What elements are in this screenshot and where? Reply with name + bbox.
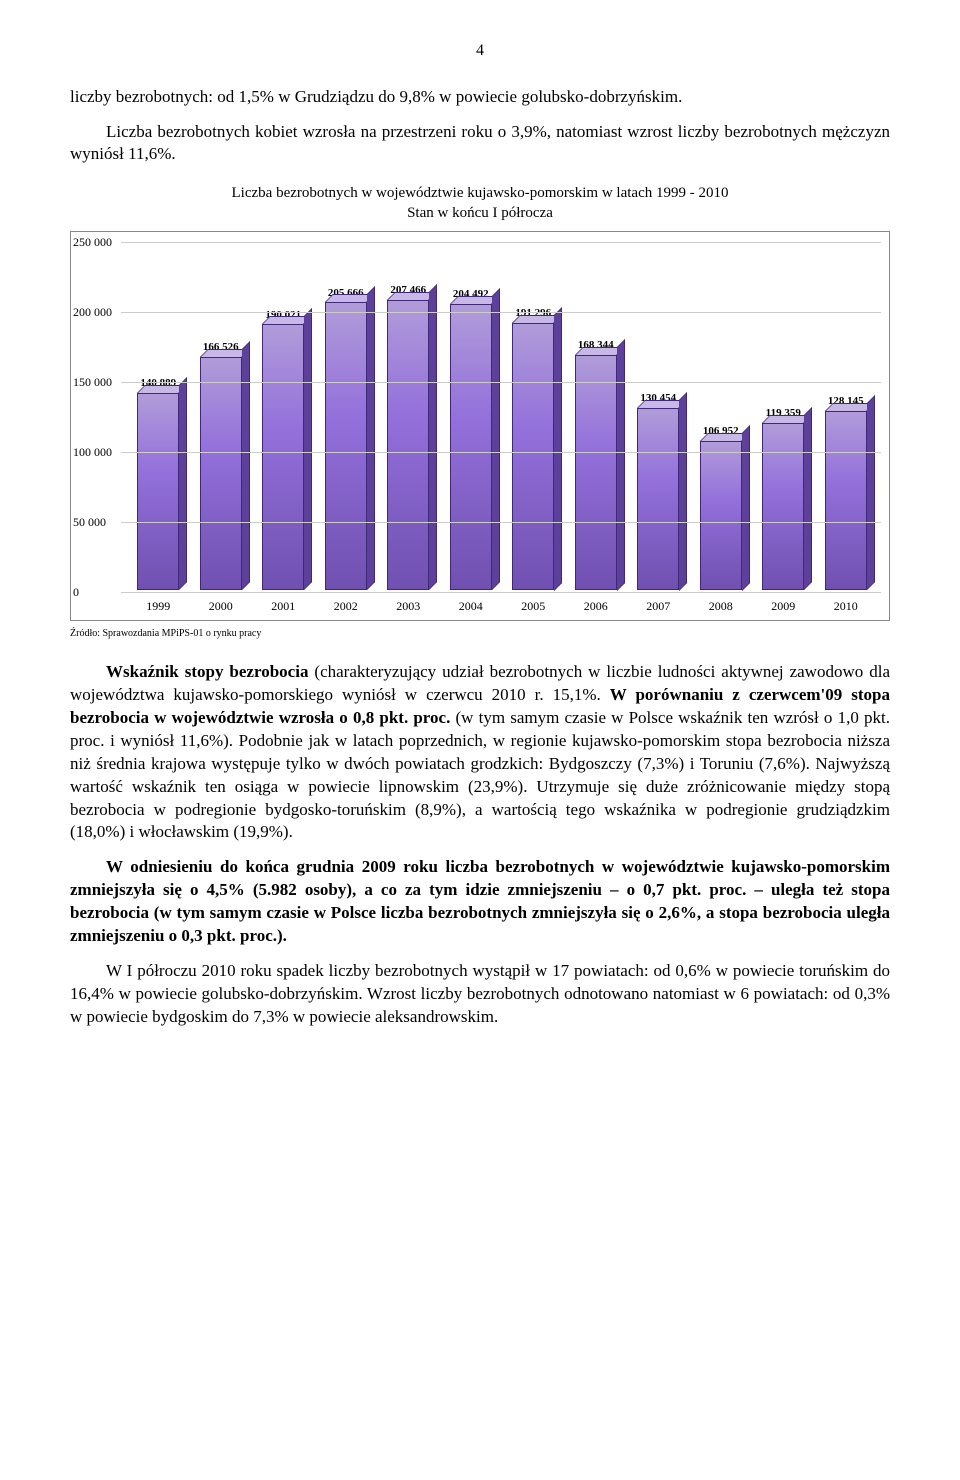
bar: [762, 423, 804, 590]
x-axis-label: 2005: [502, 598, 564, 614]
bar: [450, 304, 492, 590]
bar-column: 119 359: [752, 406, 814, 590]
x-axis-label: 2004: [440, 598, 502, 614]
gridline: [121, 522, 881, 523]
gridline: [121, 452, 881, 453]
bar: [637, 408, 679, 591]
body-paragraph-5: W I półroczu 2010 roku spadek liczby bez…: [70, 960, 890, 1029]
body-paragraph-4: W odniesieniu do końca grudnia 2009 roku…: [70, 856, 890, 948]
bar: [387, 300, 429, 590]
gridline: [121, 242, 881, 243]
bar-column: 130 454: [627, 391, 689, 590]
chart-area: 140 889166 526190 021205 666207 466204 4…: [70, 231, 890, 621]
bar: [200, 357, 242, 590]
body-p3-bold1: Wskaźnik stopy bezrobocia: [106, 662, 308, 681]
bar: [325, 302, 367, 590]
chart-title: Liczba bezrobotnych w województwie kujaw…: [70, 184, 890, 223]
page-number: 4: [70, 40, 890, 62]
x-axis-label: 2007: [627, 598, 689, 614]
x-axis-label: 2010: [815, 598, 877, 614]
chart-title-line1: Liczba bezrobotnych w województwie kujaw…: [232, 185, 729, 201]
bar-column: 205 666: [315, 286, 377, 591]
x-axis-label: 2008: [690, 598, 752, 614]
gridline: [121, 312, 881, 313]
chart-source: Źródło: Sprawozdania MPiPS-01 o rynku pr…: [70, 627, 890, 641]
y-axis-label: 200 000: [73, 304, 112, 320]
bar-column: 207 466: [377, 283, 439, 590]
bar-column: 128 145: [815, 394, 877, 590]
bar: [575, 355, 617, 591]
y-axis-label: 0: [73, 584, 79, 600]
y-axis-label: 150 000: [73, 374, 112, 390]
y-axis-label: 100 000: [73, 444, 112, 460]
unemployment-chart: Liczba bezrobotnych w województwie kujaw…: [70, 184, 890, 621]
chart-title-line2: Stan w końcu I półrocza: [407, 205, 553, 221]
x-axis-label: 2000: [190, 598, 252, 614]
bar: [700, 441, 742, 591]
intro-paragraph-1: liczby bezrobotnych: od 1,5% w Grudziądz…: [70, 86, 890, 109]
bar: [262, 324, 304, 590]
x-axis-label: 2006: [565, 598, 627, 614]
bar-column: 166 526: [190, 340, 252, 590]
x-axis-label: 2009: [752, 598, 814, 614]
bar: [512, 323, 554, 591]
bar-column: 191 296: [502, 306, 564, 591]
bar: [137, 393, 179, 590]
bar-column: 204 492: [440, 287, 502, 590]
bar-column: 140 889: [127, 376, 189, 590]
bar-column: 168 344: [565, 338, 627, 591]
bar-column: 190 021: [252, 308, 314, 591]
gridline: [121, 592, 881, 593]
x-axis-label: 2001: [252, 598, 314, 614]
y-axis-label: 50 000: [73, 514, 106, 530]
x-axis-label: 2002: [315, 598, 377, 614]
intro-paragraph-2: Liczba bezrobotnych kobiet wzrosła na pr…: [70, 121, 890, 167]
bar: [825, 411, 867, 590]
x-axis-label: 1999: [127, 598, 189, 614]
body-p3-text2: (w tym samym czasie w Polsce wskaźnik te…: [70, 708, 890, 842]
x-axis-label: 2003: [377, 598, 439, 614]
y-axis-label: 250 000: [73, 234, 112, 250]
gridline: [121, 382, 881, 383]
body-paragraph-3: Wskaźnik stopy bezrobocia (charakteryzuj…: [70, 661, 890, 845]
bar-column: 106 952: [690, 424, 752, 591]
